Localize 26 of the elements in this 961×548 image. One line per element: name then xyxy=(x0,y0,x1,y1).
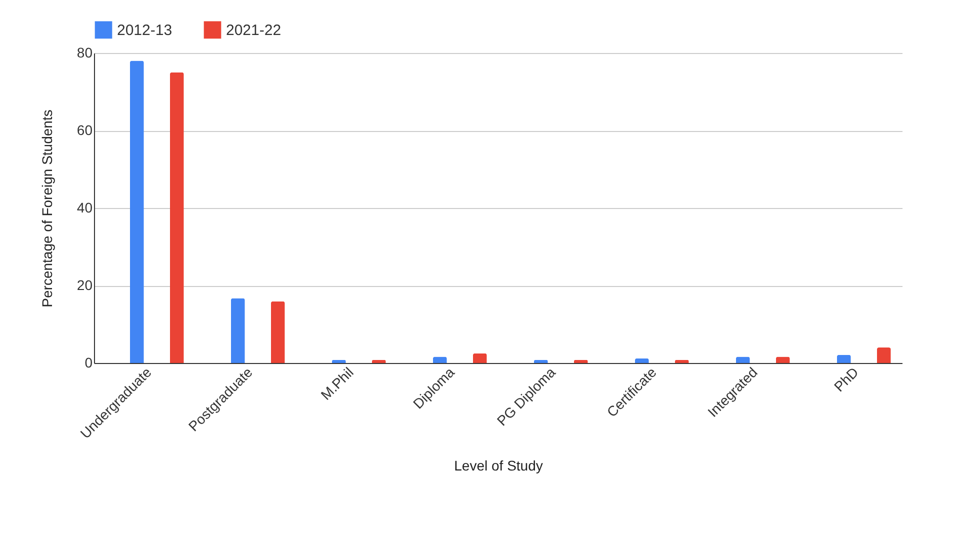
bar xyxy=(472,353,487,363)
legend-label: 2021-22 xyxy=(226,22,282,39)
y-tick-label: 20 xyxy=(76,277,93,293)
x-axis-title: Level of Study xyxy=(454,457,543,474)
y-tick-label: 60 xyxy=(76,122,93,138)
y-tick-label: 80 xyxy=(76,44,93,60)
bar xyxy=(534,360,548,363)
bar xyxy=(634,358,649,363)
bar xyxy=(270,301,285,363)
bar xyxy=(432,356,447,363)
bar xyxy=(574,360,588,363)
bar xyxy=(674,360,689,363)
bar xyxy=(130,60,144,363)
bar xyxy=(332,360,346,363)
x-tick-label: PhD xyxy=(830,364,862,395)
bar xyxy=(876,348,891,363)
y-tick-label: 0 xyxy=(84,354,93,370)
bar xyxy=(230,298,245,363)
bar xyxy=(736,356,750,363)
bar xyxy=(836,354,851,363)
legend-label: 2012-13 xyxy=(117,22,172,39)
bar xyxy=(372,360,386,363)
bar xyxy=(170,72,184,363)
y-axis-title: Percentage of Foreign Students xyxy=(38,110,55,308)
y-tick-label: 40 xyxy=(76,200,93,216)
bar xyxy=(776,356,790,363)
